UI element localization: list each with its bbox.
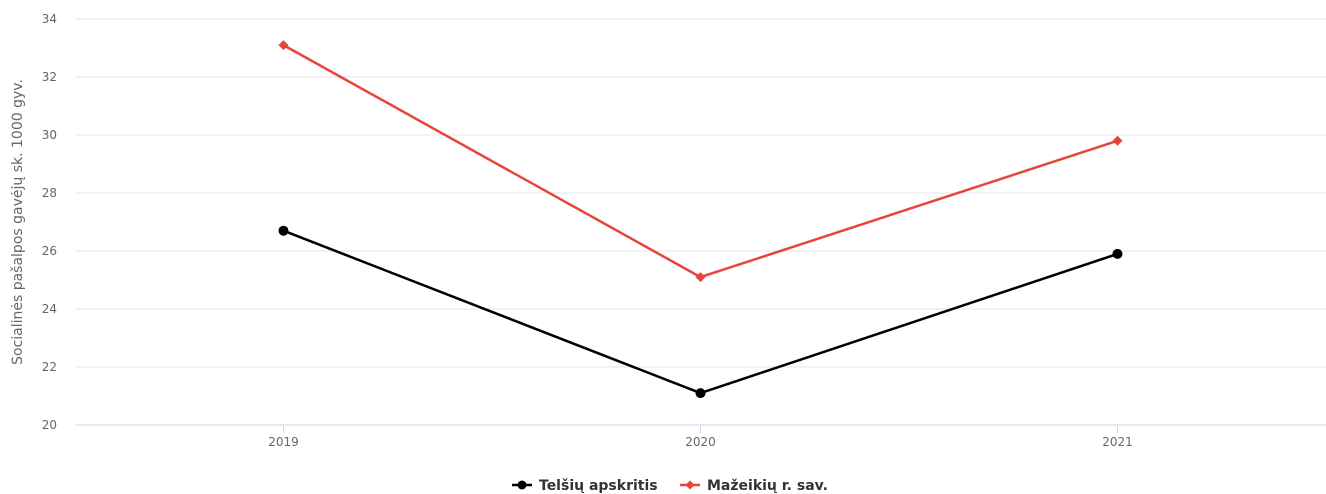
y-tick-label: 28 xyxy=(42,186,57,200)
x-tick-label: 2020 xyxy=(685,435,716,449)
y-tick-label: 30 xyxy=(42,128,57,142)
y-tick-label: 24 xyxy=(42,302,57,316)
legend-label: Mažeikių r. sav. xyxy=(707,478,828,494)
legend: Telšių apskritis Mažeikių r. sav. xyxy=(512,478,828,494)
legend-item[interactable]: Mažeikių r. sav. xyxy=(680,478,828,494)
series-line xyxy=(283,229,1118,395)
legend-marker xyxy=(517,480,527,490)
y-axis-label: Socialinės pašalpos gavėjų sk. 1000 gyv. xyxy=(10,79,26,365)
data-point[interactable] xyxy=(1112,248,1123,259)
legend-item[interactable]: Telšių apskritis xyxy=(512,478,658,494)
data-point[interactable] xyxy=(278,40,289,51)
legend-label: Telšių apskritis xyxy=(539,478,658,494)
y-tick-label: 22 xyxy=(42,360,57,374)
y-axis-ticks: 20 22 24 26 28 30 32 34 xyxy=(42,12,57,432)
series-2 xyxy=(278,40,1123,283)
x-axis-ticks: 2019 2020 2021 xyxy=(268,425,1133,449)
y-tick-label: 26 xyxy=(42,244,57,258)
data-point[interactable] xyxy=(278,225,289,236)
data-point[interactable] xyxy=(1112,135,1123,146)
series-line xyxy=(282,44,1118,279)
data-point[interactable] xyxy=(695,388,706,399)
series-group xyxy=(278,40,1123,399)
data-point[interactable] xyxy=(695,272,706,283)
series-1 xyxy=(278,225,1123,399)
legend-marker xyxy=(685,480,695,490)
y-tick-label: 20 xyxy=(42,418,57,432)
y-tick-label: 34 xyxy=(42,12,57,26)
x-tick-label: 2021 xyxy=(1102,435,1133,449)
x-tick-label: 2019 xyxy=(268,435,299,449)
grid-lines xyxy=(75,18,1326,368)
y-tick-label: 32 xyxy=(42,70,57,84)
